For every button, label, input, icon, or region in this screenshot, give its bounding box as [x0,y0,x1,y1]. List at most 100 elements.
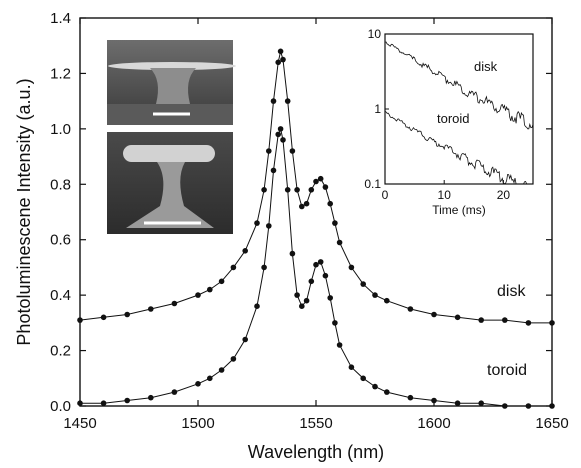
data-point-disk [478,317,485,323]
data-point-disk [277,48,284,55]
data-point-disk [327,200,334,207]
data-point-disk [275,59,282,66]
data-point-toroid [322,272,329,279]
data-point-disk [317,175,324,182]
x-tick-label: 1450 [63,415,96,432]
data-point-disk [124,311,130,318]
data-point-disk [348,264,355,271]
inset-label-disk: disk [474,59,498,74]
data-point-disk [254,220,260,226]
inset-y-axis-ticks: 0.1 1 10 [364,27,389,191]
data-point-toroid [294,292,300,298]
x-tick-label: 1500 [181,415,214,432]
data-point-toroid [299,303,305,310]
data-point-toroid [280,137,286,143]
data-point-toroid [266,223,272,229]
y-tick-label: 0.2 [50,343,71,360]
data-point-toroid [207,375,213,382]
data-point-disk [407,306,414,312]
data-point-disk [308,187,315,193]
data-point-toroid [502,403,508,409]
series-line-disk [79,51,552,324]
data-point-disk [502,317,508,323]
series-group [77,48,555,409]
data-point-disk [261,187,267,193]
x-tick-label: 1600 [417,415,450,432]
data-point-disk [266,148,272,154]
data-point-toroid [549,403,555,409]
data-point-disk [322,184,329,190]
inset-series-line-toroid [384,110,533,185]
data-point-toroid [454,400,461,407]
data-point-disk [218,278,225,285]
y-tick-label: 0.0 [50,398,71,415]
data-point-toroid [407,394,414,401]
data-point-toroid [303,297,310,304]
main-plot: 1450 1500 1550 1600 1650 0.00.20.40.60.81.01… [14,10,569,462]
data-point-toroid [372,383,378,390]
data-point-toroid [317,259,324,265]
data-point-toroid [525,403,532,409]
data-point-toroid [242,336,248,343]
data-point-toroid [277,126,284,132]
inset-label-toroid: toroid [437,111,470,126]
sem-image-disk [107,40,236,125]
inset-x-tick-label: 0 [382,188,389,202]
data-point-disk [270,98,277,104]
data-point-toroid [230,356,237,362]
x-axis-ticks: 1450 1500 1550 1600 1650 [63,18,569,432]
data-point-disk [171,300,178,307]
data-point-disk [195,292,201,298]
data-point-toroid [270,167,277,174]
data-point-disk [100,314,107,321]
y-axis-ticks: 0.0 0.2 0.4 0.6 0.8 1.0 1.2 1.4 [50,10,552,415]
data-point-toroid [171,389,178,395]
data-point-disk [431,311,437,318]
y-tick-label: 0.6 [50,232,71,249]
data-point-disk [360,281,367,287]
inset-x-axis-title: Time (ms) [432,203,486,217]
data-point-disk [289,148,296,154]
data-point-disk [284,98,291,104]
data-point-disk [148,306,154,312]
data-point-disk [454,314,461,321]
data-point-disk [294,187,300,193]
inset-decay-plot: 0 10 20 0.1 1 10 Time (ms) disk toroid [364,27,534,217]
data-point-toroid [327,295,334,301]
data-point-disk [525,320,532,326]
data-point-toroid [348,364,355,371]
inset-x-tick-label: 20 [497,188,511,202]
data-point-disk [336,239,343,246]
data-point-disk [299,203,305,210]
inset-y-tick-label: 0.1 [364,177,381,191]
data-point-disk [303,200,310,207]
data-point-toroid [148,394,154,401]
series-label-toroid: toroid [487,362,527,379]
data-point-disk [384,297,390,304]
data-point-toroid [275,131,282,138]
data-point-toroid [308,278,315,285]
data-point-disk [280,56,286,63]
data-point-toroid [261,264,267,271]
inset-series-line-disk [384,41,534,130]
data-point-toroid [100,400,107,407]
data-point-toroid [336,342,343,348]
inset-x-axis-ticks: 0 10 20 [382,180,511,202]
data-point-disk [332,220,338,226]
inset-y-tick-label: 10 [368,27,382,41]
y-tick-label: 1.0 [50,121,71,138]
inset-y-tick-label: 1 [374,102,381,116]
data-point-disk [313,178,319,185]
data-point-toroid [431,397,437,404]
inset-x-tick-label: 10 [438,188,452,202]
data-point-toroid [478,400,485,407]
data-point-toroid [218,367,225,373]
data-point-disk [549,320,555,326]
series-line-toroid [80,127,552,407]
data-point-toroid [284,187,291,193]
y-tick-label: 0.8 [50,176,71,193]
sem-image-toroid [107,132,233,234]
x-axis-title: Wavelength (nm) [248,442,384,462]
x-tick-label: 1550 [299,415,332,432]
